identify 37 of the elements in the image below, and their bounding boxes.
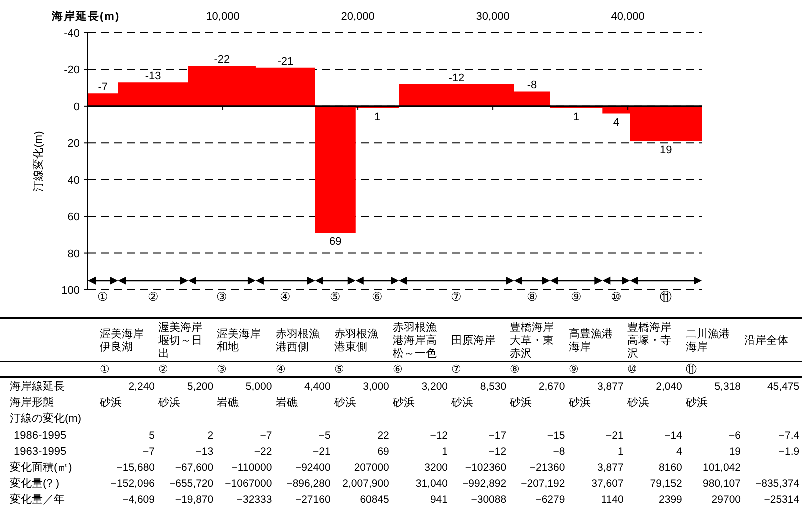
text: ⑤ <box>330 290 342 304</box>
data-label: -22 <box>214 54 230 66</box>
text: ⑩ <box>610 290 622 304</box>
data-label: 1 <box>573 111 580 124</box>
y-tick-label: 100 <box>62 285 80 297</box>
text: ⑨ <box>570 290 582 304</box>
text: ⑥ <box>372 290 383 304</box>
data-label: -7 <box>98 82 108 94</box>
text: ⑪ <box>660 290 672 304</box>
y-tick-label: 60 <box>68 212 80 224</box>
x-tick-label: 30,000 <box>476 11 510 23</box>
x-tick-label: 20,000 <box>341 11 375 23</box>
data-label: -13 <box>145 70 162 83</box>
table: 渥美海岸伊良湖 渥美海岸堰切～日出 渥美海岸和地 赤羽根漁港西側 赤羽根漁港東側 赤羽根漁港海岸高松～一色 田原海岸 豊橋海岸大草・東赤沢 高豊漁港海岸 豊橋海岸高塚・寺沢 二川漁港海岸 沿岸全体 ① ② ③ ④ ⑤ ⑥ ⑦ ⑧ ⑨ ⑩ ⑪ 海岸線延長 2,240 5,200 5,000 4,400 3,000 3,200 8,530 2,670 3,877 2,040 5,318 45,475 海岸形態 砂浜 砂浜 岩礁 岩礁 砂浜 砂浜 砂浜 砂浜 砂浜 砂浜 砂浜 汀線の変化(m) 1986-1995 5 2 −7 −5 22 −12 −17 −15 −21 −14 −6 −7.4 1963-1995 −7 −13 −22 −21 69 1 −12 −8 1 4 19 −1.9 変化面積(㎡) −15,680 −67,600 −110000 −92400 207000 3200 −102360 −21360 3,877 8160 101,042 変化量(? ) −152,096 −655,720 −1067000 −896,280 2,007,900 31,040 −992,892 −207,192 37,607 79,152 980,107 −835,374 変化量／年 −4,609 −19,870 −32333 −27160 60845 941 −30088 −6279 1140 2399 29700 −25314 <box>0 317 802 506</box>
data-label: -8 <box>527 80 538 92</box>
y-tick-label: -40 <box>64 28 80 40</box>
text: ④ <box>280 290 292 304</box>
x-axis-title: 海岸延長(m) <box>51 10 120 23</box>
data-label: 1 <box>374 111 381 124</box>
text: ⑦ <box>451 290 462 304</box>
x-tick-label: 10,000 <box>206 11 240 23</box>
data-label: -21 <box>278 56 294 68</box>
text: ② <box>148 290 159 304</box>
data-label: -12 <box>448 72 465 84</box>
y-tick-label: 40 <box>68 174 80 187</box>
x-tick-label: 40,000 <box>611 11 645 23</box>
y-tick-label: 20 <box>68 138 80 150</box>
y-tick-label: 0 <box>74 101 80 114</box>
data-label: 19 <box>660 144 672 156</box>
data-label: 4 <box>613 116 620 129</box>
y-axis-title: 汀線変化(m) <box>32 131 45 192</box>
text: ① <box>98 290 109 304</box>
text: ⑧ <box>526 290 538 304</box>
y-tick-label: -20 <box>64 64 80 77</box>
data-label: 69 <box>330 236 342 248</box>
text: ③ <box>216 290 228 304</box>
y-tick-label: 80 <box>68 248 80 260</box>
